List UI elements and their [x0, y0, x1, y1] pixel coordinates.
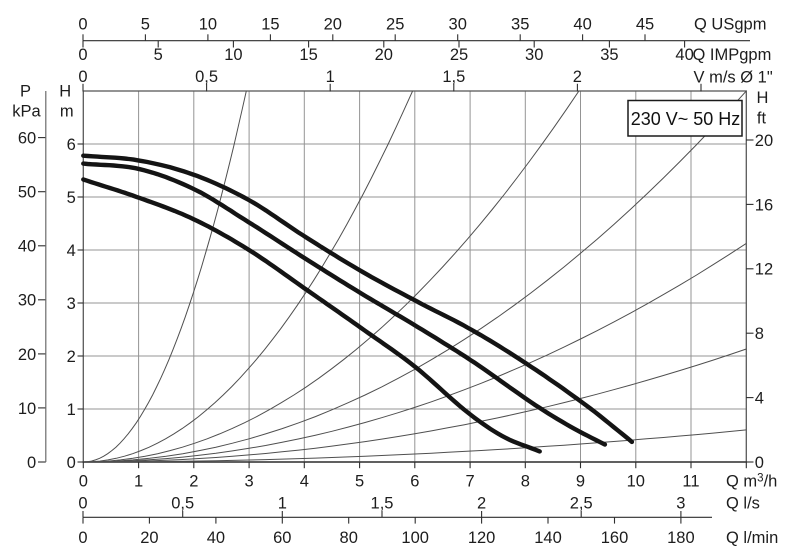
svg-text:20: 20: [324, 16, 342, 34]
svg-text:3: 3: [676, 494, 685, 512]
svg-text:1,5: 1,5: [371, 494, 394, 512]
svg-text:6: 6: [410, 472, 419, 490]
svg-text:0,5: 0,5: [171, 494, 194, 512]
svg-text:80: 80: [340, 529, 358, 547]
svg-text:0: 0: [78, 46, 87, 64]
svg-text:3: 3: [67, 295, 76, 313]
svg-text:10: 10: [627, 472, 645, 490]
svg-text:kPa: kPa: [12, 102, 41, 120]
svg-text:230 V~ 50 Hz: 230 V~ 50 Hz: [631, 109, 741, 129]
svg-text:40: 40: [675, 46, 693, 64]
svg-text:2: 2: [189, 472, 198, 490]
svg-text:H: H: [59, 83, 71, 101]
svg-text:140: 140: [534, 529, 562, 547]
svg-text:4: 4: [67, 242, 76, 260]
svg-text:2,5: 2,5: [570, 494, 593, 512]
svg-text:20: 20: [755, 132, 773, 150]
svg-text:12: 12: [755, 261, 773, 279]
svg-text:0: 0: [79, 472, 88, 490]
svg-text:160: 160: [601, 529, 629, 547]
svg-text:15: 15: [299, 46, 317, 64]
svg-text:10: 10: [18, 400, 36, 418]
svg-text:10: 10: [199, 16, 217, 34]
svg-text:5: 5: [141, 16, 150, 34]
svg-text:Q l/s: Q l/s: [726, 494, 760, 512]
svg-text:35: 35: [511, 16, 529, 34]
svg-text:Q IMPgpm: Q IMPgpm: [693, 46, 772, 64]
svg-text:60: 60: [18, 130, 36, 148]
svg-text:ft: ft: [757, 109, 767, 127]
svg-text:0: 0: [78, 494, 87, 512]
svg-text:1: 1: [134, 472, 143, 490]
svg-text:5: 5: [355, 472, 364, 490]
svg-text:Q USgpm: Q USgpm: [694, 16, 766, 34]
svg-text:0: 0: [755, 454, 764, 472]
svg-text:40: 40: [573, 16, 591, 34]
svg-text:9: 9: [576, 472, 585, 490]
svg-text:V m/s Ø 1": V m/s Ø 1": [694, 68, 773, 86]
svg-text:0: 0: [78, 529, 87, 547]
svg-text:1: 1: [326, 68, 335, 86]
svg-text:0,5: 0,5: [195, 68, 218, 86]
svg-text:Q m3/h: Q m3/h: [726, 472, 777, 490]
svg-text:2: 2: [67, 348, 76, 366]
svg-text:100: 100: [401, 529, 429, 547]
svg-text:35: 35: [600, 46, 618, 64]
svg-text:120: 120: [468, 529, 496, 547]
svg-text:20: 20: [140, 529, 158, 547]
svg-text:11: 11: [682, 472, 699, 490]
svg-text:20: 20: [375, 46, 393, 64]
svg-text:1: 1: [278, 494, 287, 512]
svg-text:5: 5: [154, 46, 163, 64]
svg-text:4: 4: [300, 472, 309, 490]
svg-text:3: 3: [245, 472, 254, 490]
svg-text:15: 15: [261, 16, 279, 34]
svg-text:0: 0: [67, 454, 76, 472]
svg-text:40: 40: [18, 238, 36, 256]
svg-text:30: 30: [18, 292, 36, 310]
svg-text:25: 25: [386, 16, 404, 34]
svg-text:8: 8: [755, 325, 764, 343]
svg-text:4: 4: [755, 390, 764, 408]
svg-text:30: 30: [449, 16, 467, 34]
svg-text:0: 0: [78, 68, 87, 86]
svg-text:m: m: [60, 102, 74, 120]
svg-text:5: 5: [67, 189, 76, 207]
svg-text:1: 1: [67, 401, 76, 419]
svg-text:8: 8: [521, 472, 530, 490]
svg-text:40: 40: [207, 529, 225, 547]
svg-text:2: 2: [573, 68, 582, 86]
svg-text:16: 16: [755, 196, 773, 214]
svg-text:20: 20: [18, 346, 36, 364]
svg-text:2: 2: [477, 494, 486, 512]
svg-text:Q l/min: Q l/min: [726, 529, 778, 547]
svg-text:P: P: [20, 83, 31, 101]
svg-text:25: 25: [450, 46, 468, 64]
svg-text:30: 30: [525, 46, 543, 64]
svg-text:10: 10: [224, 46, 242, 64]
svg-text:7: 7: [466, 472, 475, 490]
svg-text:0: 0: [78, 16, 87, 34]
svg-text:0: 0: [27, 454, 36, 472]
svg-text:180: 180: [667, 529, 695, 547]
svg-text:H: H: [757, 89, 769, 107]
svg-text:60: 60: [273, 529, 291, 547]
svg-text:6: 6: [67, 136, 76, 154]
svg-text:1,5: 1,5: [442, 68, 465, 86]
svg-text:45: 45: [636, 16, 654, 34]
svg-text:50: 50: [18, 184, 36, 202]
